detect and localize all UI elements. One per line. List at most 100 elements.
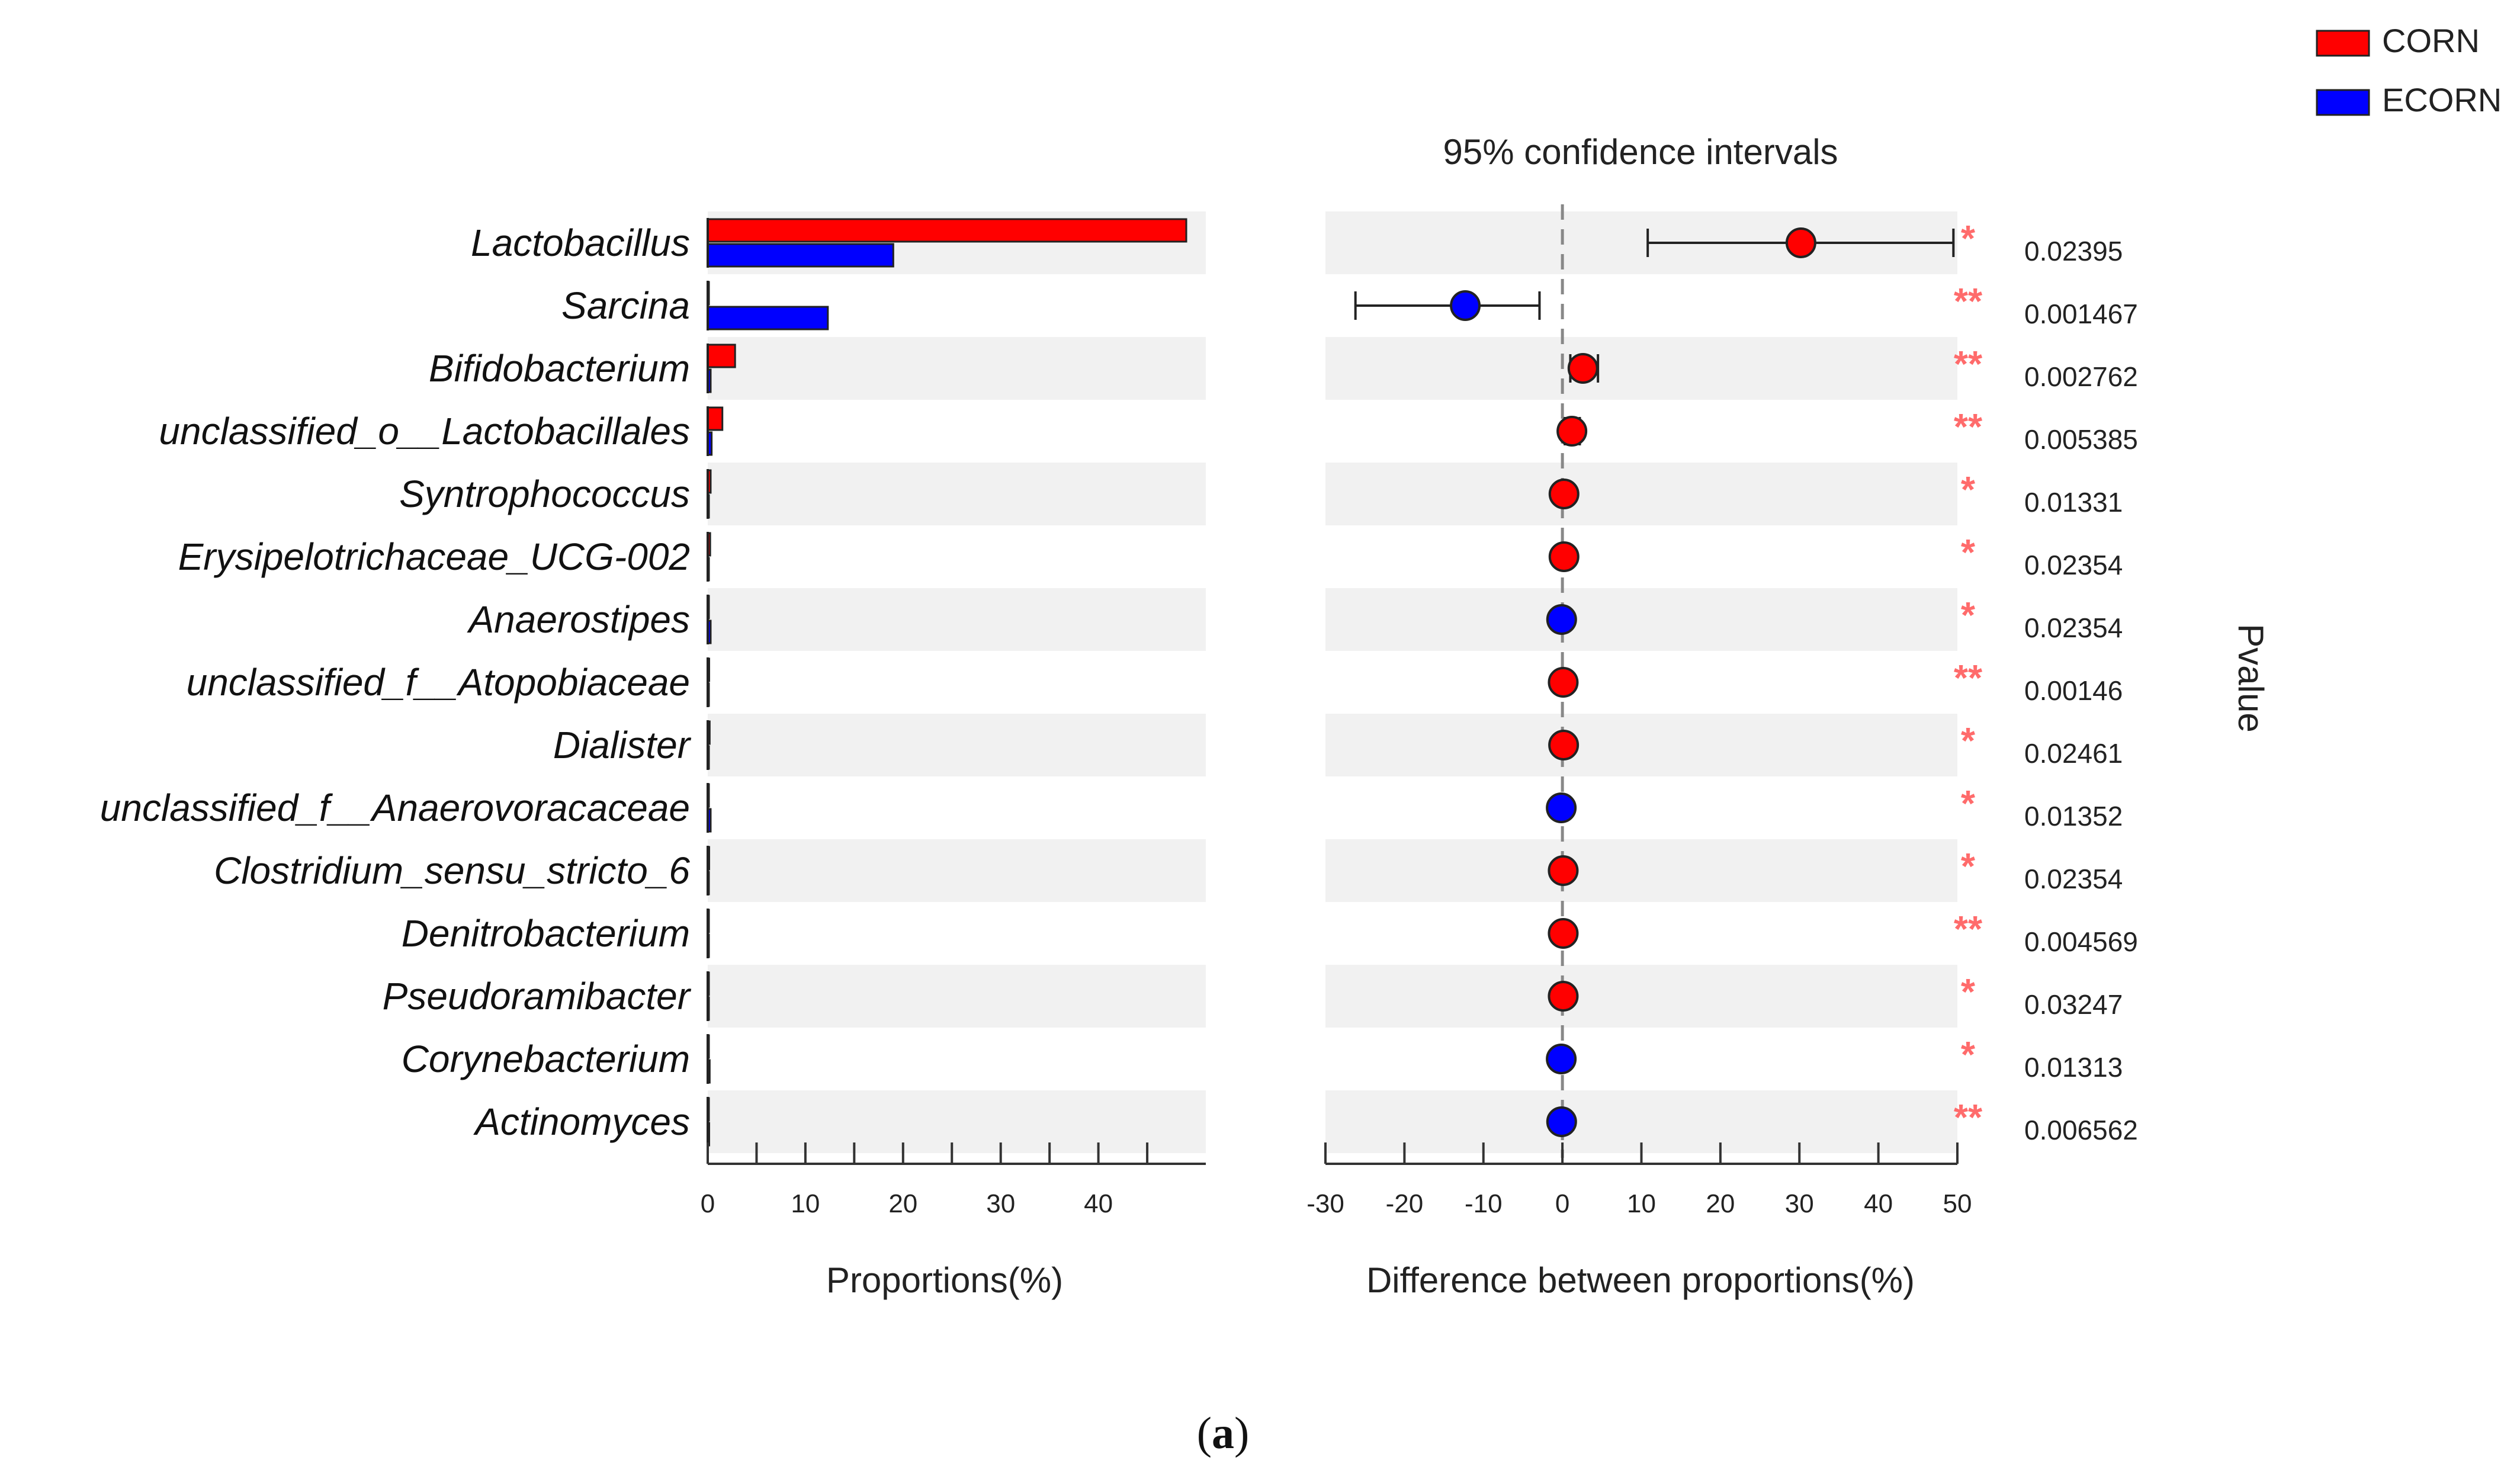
pvalue-label: 0.02354 [2024, 550, 2123, 580]
pvalue-axis-title: Pvalue [2231, 624, 2271, 732]
significance-stars: * [1961, 972, 1976, 1013]
pvalue-label: 0.01313 [2024, 1052, 2123, 1083]
pvalue-label: 0.02354 [2024, 864, 2123, 894]
x-tick-label: 0 [701, 1189, 715, 1218]
estimate-point-ecorn [1546, 1106, 1577, 1137]
estimate-point-corn [1548, 918, 1579, 949]
category-label: Pseudoramibacter [383, 975, 692, 1018]
proportions-axis-title: Proportions(%) [826, 1260, 1063, 1300]
x-tick-label: 40 [1864, 1189, 1893, 1218]
row-band-right [1325, 714, 1957, 776]
x-tick-label: 20 [1706, 1189, 1735, 1218]
row-band-right [1325, 588, 1957, 651]
row-band-right [1325, 965, 1957, 1028]
estimate-point-ecorn [1546, 1044, 1577, 1074]
x-tick-label: -30 [1306, 1189, 1344, 1218]
row-band-left [708, 965, 1206, 1028]
category-label: Actinomyces [473, 1100, 690, 1143]
significance-stars: ** [1954, 1097, 1983, 1138]
x-tick-label: 40 [1084, 1189, 1113, 1218]
row-band-right [1325, 463, 1957, 525]
category-label: Sarcina [561, 284, 690, 327]
x-tick-label: -10 [1465, 1189, 1503, 1218]
x-tick-label: 20 [888, 1189, 917, 1218]
difference-panel: -30 -20 -10 0 10 20 30 40 50 [1306, 204, 1972, 1218]
estimate-point-corn [1785, 227, 1816, 258]
category-label: unclassified_o__Lactobacillales [159, 410, 690, 452]
row-band-left [708, 588, 1206, 651]
significance-stars: ** [1954, 909, 1983, 950]
significance-stars: ** [1954, 658, 1983, 699]
row-band-right [1325, 839, 1957, 902]
bar-ecorn [707, 306, 829, 330]
category-label: Clostridium_sensu_stricto_6 [214, 849, 690, 892]
estimate-point-corn [1567, 353, 1598, 384]
pvalue-label: 0.03247 [2024, 989, 2123, 1020]
estimate-point-corn [1548, 981, 1579, 1012]
x-tick-label: 0 [1555, 1189, 1569, 1218]
pvalue-label: 0.02395 [2024, 236, 2123, 267]
significance-stars: ** [1954, 344, 1983, 385]
panel-label-close: ) [1234, 1408, 1249, 1458]
panel-label: (a) [1197, 1408, 1250, 1458]
panel-label-open: ( [1197, 1408, 1212, 1458]
category-label: Lactobacillus [471, 222, 690, 264]
pvalue-label: 0.02354 [2024, 612, 2123, 643]
category-label: Denitrobacterium [402, 912, 690, 955]
row-band-right [1325, 337, 1957, 400]
x-tick-label: 10 [1627, 1189, 1656, 1218]
category-label: Anaerostipes [466, 598, 690, 641]
pvalue-label: 0.00146 [2024, 675, 2123, 706]
pvalue-label: 0.01352 [2024, 801, 2123, 832]
ci-title: 95% confidence intervals [1443, 132, 1838, 172]
difference-axis-title: Difference between proportions(%) [1366, 1260, 1915, 1300]
estimate-point-corn [1548, 479, 1580, 509]
row-band-left [708, 839, 1206, 902]
category-label: Erysipelotrichaceae_UCG-002 [178, 535, 690, 578]
significance-stars: * [1961, 721, 1976, 762]
estimate-point-ecorn [1450, 290, 1481, 321]
row-band-left [708, 714, 1206, 776]
row-band-left [708, 1090, 1206, 1153]
estimate-point-corn [1548, 541, 1580, 572]
significance-stars: * [1961, 1035, 1976, 1076]
row-backgrounds [708, 211, 1957, 1153]
bar-corn [707, 406, 724, 431]
pvalue-panel: * 0.02395** 0.001467** 0.002762** 0.005385* 0… [1954, 219, 2138, 1145]
category-label: Corynebacterium [402, 1038, 690, 1080]
significance-stars: * [1961, 784, 1976, 824]
x-tick-label: 50 [1943, 1189, 1972, 1218]
legend-label-ecorn: ECORN [2382, 81, 2502, 118]
category-label: Syntrophococcus [399, 473, 690, 515]
pvalue-label: 0.006562 [2024, 1115, 2138, 1145]
significance-stars: * [1961, 470, 1976, 511]
row-band-left [708, 463, 1206, 525]
category-label: unclassified_f__Anaerovoracaceae [100, 787, 690, 829]
bar-ecorn [707, 243, 894, 268]
x-tick-label: 30 [986, 1189, 1015, 1218]
pvalue-label: 0.004569 [2024, 926, 2138, 957]
category-label: unclassified_f__Atopobiaceae [187, 661, 690, 704]
panel-label-letter: a [1212, 1408, 1234, 1458]
significance-stars: ** [1954, 281, 1983, 322]
estimate-point-corn [1548, 855, 1579, 886]
estimate-point-corn [1548, 667, 1579, 698]
significance-stars: * [1961, 846, 1976, 887]
legend-swatch-corn [2316, 30, 2370, 57]
bar-corn [707, 344, 736, 368]
pvalue-label: 0.002762 [2024, 361, 2138, 392]
significance-stars: * [1961, 532, 1976, 573]
x-tick-label: 10 [791, 1189, 820, 1218]
category-label: Dialister [553, 724, 692, 766]
pvalue-label: 0.01331 [2024, 487, 2123, 518]
bar-corn [707, 218, 1187, 243]
estimate-point-ecorn [1546, 604, 1577, 635]
proportions-panel: Lactobacillus Sarcina Bifidobacterium uncla… [100, 218, 1206, 1218]
significance-stars: ** [1954, 407, 1983, 448]
legend-label-corn: CORN [2382, 22, 2480, 59]
estimate-point-corn [1548, 730, 1580, 760]
pvalue-label: 0.02461 [2024, 738, 2123, 769]
estimate-point-ecorn [1546, 792, 1577, 823]
